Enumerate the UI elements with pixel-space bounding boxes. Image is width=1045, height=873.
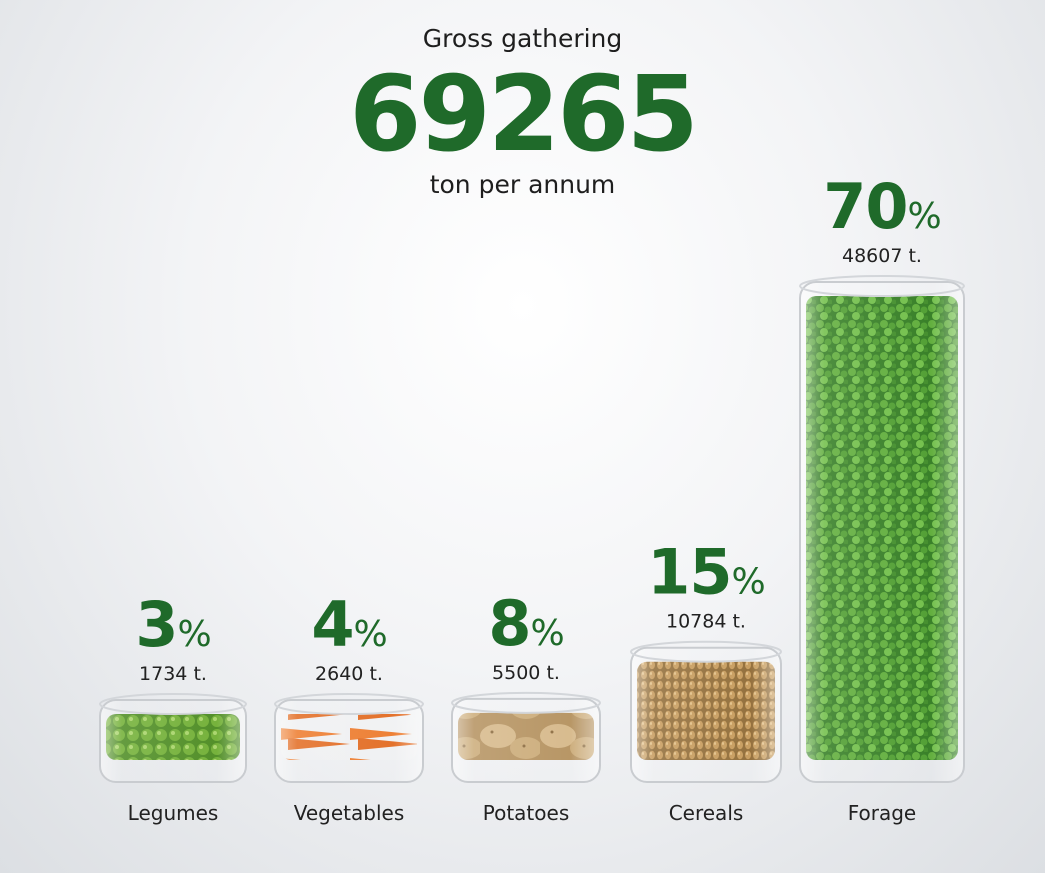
category-label-potatoes: Potatoes xyxy=(483,801,569,825)
category-label-legumes: Legumes xyxy=(128,801,219,825)
percent-label-cereals: 15% xyxy=(647,536,765,609)
container-potatoes xyxy=(451,697,601,783)
container-forage xyxy=(799,281,965,783)
category-label-vegetables: Vegetables xyxy=(294,801,405,825)
percent-label-potatoes: 8% xyxy=(488,587,563,660)
value-label-potatoes: 5500 t. xyxy=(492,662,560,684)
value-label-cereals: 10784 t. xyxy=(666,611,746,633)
total-unit: ton per annum xyxy=(429,170,616,199)
container-legumes xyxy=(99,699,247,783)
value-label-vegetables: 2640 t. xyxy=(315,663,383,685)
container-rim-potatoes xyxy=(451,691,601,714)
value-label-legumes: 1734 t. xyxy=(139,663,207,685)
container-vegetables xyxy=(274,699,424,783)
chart-subtitle: Gross gathering xyxy=(422,24,623,53)
total-value: 69265 xyxy=(349,53,699,175)
value-label-forage: 48607 t. xyxy=(842,245,922,267)
percent-label-legumes: 3% xyxy=(135,588,210,661)
container-rim-legumes xyxy=(99,693,247,715)
percent-label-vegetables: 4% xyxy=(311,588,386,661)
container-cereals xyxy=(630,646,782,783)
category-label-forage: Forage xyxy=(848,801,917,825)
container-rim-cereals xyxy=(630,640,782,663)
container-rim-forage xyxy=(799,275,965,297)
percent-label-forage: 70% xyxy=(823,170,941,243)
category-label-cereals: Cereals xyxy=(669,801,744,825)
container-rim-vegetables xyxy=(274,693,424,715)
